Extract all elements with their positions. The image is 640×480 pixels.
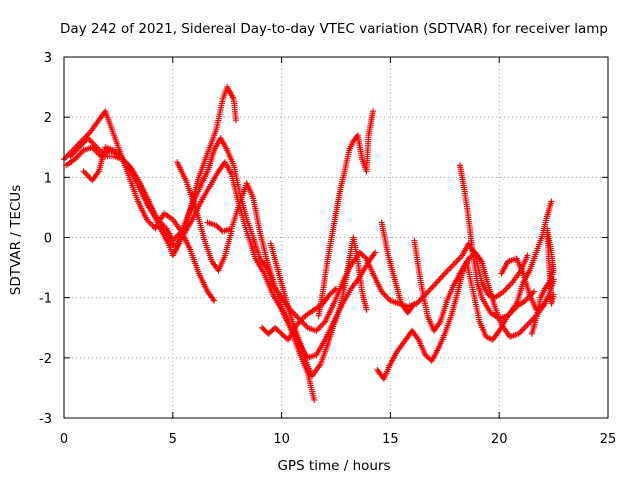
y-tick-label: 3 (44, 51, 52, 66)
y-axis-label: SDTVAR / TECUs (8, 185, 24, 295)
x-tick-label: 25 (600, 432, 617, 447)
y-tick-label: -3 (39, 412, 52, 427)
x-tick-label: 10 (273, 432, 290, 447)
plus-markers (174, 159, 235, 274)
plus-markers (315, 108, 376, 319)
x-axis-label: GPS time / hours (277, 458, 390, 474)
plus-markers (528, 225, 557, 337)
y-tick-label: -2 (39, 352, 52, 367)
y-tick-label: -1 (39, 292, 52, 307)
series-track-15 (528, 225, 557, 337)
x-tick-label: 5 (169, 432, 177, 447)
x-tick-label: 0 (60, 432, 68, 447)
series-track-7 (267, 234, 370, 379)
series-track-2 (63, 84, 239, 259)
plus-markers (63, 84, 239, 259)
x-tick-label: 20 (491, 432, 508, 447)
series-track-11 (378, 219, 418, 316)
series-track-6 (174, 159, 235, 274)
plus-markers (457, 162, 555, 322)
plus-markers (267, 234, 370, 379)
series-track-5 (204, 180, 318, 403)
grid (64, 57, 608, 418)
data-points (61, 84, 557, 403)
y-tick-label: 1 (44, 171, 52, 186)
chart-title: Day 242 of 2021, Sidereal Day-to-day VTE… (60, 21, 608, 37)
plus-markers (378, 219, 418, 316)
y-tick-label: 2 (44, 111, 52, 126)
plus-markers (204, 180, 318, 403)
series-track-9 (315, 108, 376, 319)
y-tick-label: 0 (44, 232, 52, 247)
x-tick-label: 15 (382, 432, 399, 447)
series-track-13 (457, 162, 555, 322)
